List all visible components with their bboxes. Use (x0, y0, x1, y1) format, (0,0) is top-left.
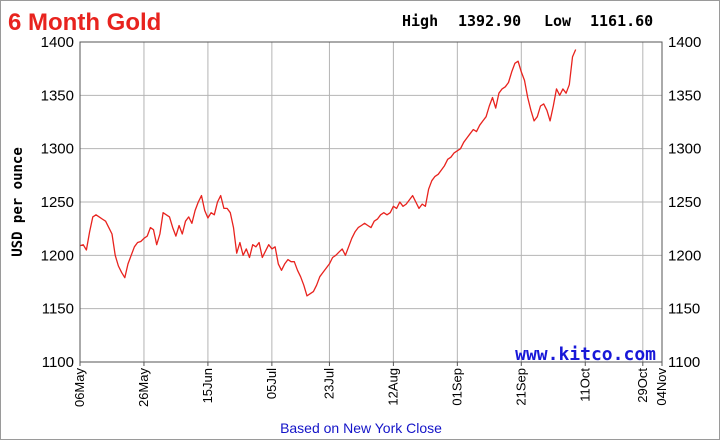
x-tick-label: 15Jun (200, 368, 215, 403)
y-tick-label-left: 1150 (42, 301, 74, 318)
y-axis-right: 1100 1150 1200 1250 1300 1350 1400 (668, 34, 701, 371)
x-tick-label: 21Sep (513, 368, 528, 406)
low-value: 1161.60 (590, 12, 653, 30)
plot-border (79, 41, 663, 363)
high-low-readout: High 1392.90 Low 1161.60 (402, 12, 653, 30)
chart-title: 6 Month Gold (8, 9, 161, 36)
x-tick-label: 11Oct (577, 368, 592, 402)
x-tick-label: 12Aug (385, 368, 400, 406)
y-tick-label-left: 1350 (41, 87, 74, 104)
y-tick-label-left: 1300 (41, 141, 74, 158)
y-axis-label: USD per ounce (10, 147, 26, 257)
footer-note: Based on New York Close (280, 420, 442, 436)
y-tick-label-right: 1300 (668, 141, 701, 158)
y-tick-label-right: 1350 (668, 87, 701, 104)
price-series-line (79, 49, 577, 297)
watermark: www.kitco.com (515, 344, 656, 365)
y-tick-label-right: 1400 (668, 34, 701, 51)
x-tick-label: 05Jul (264, 368, 279, 399)
x-tick-label: 06May (72, 368, 87, 408)
x-tick-label: 29Oct (635, 368, 650, 403)
y-tick-label-right: 1150 (668, 301, 700, 318)
x-tick-label: 04Nov (654, 368, 669, 406)
high-label: High (402, 12, 438, 30)
y-axis-left: 1100 1150 1200 1250 1300 1350 1400 (41, 34, 74, 371)
y-tick-label-left: 1200 (41, 247, 74, 264)
high-value: 1392.90 (458, 12, 521, 30)
y-tick-label-right: 1200 (668, 247, 701, 264)
y-tick-label-left: 1400 (41, 34, 74, 51)
x-tick-label: 23Jul (321, 368, 336, 399)
y-tick-label-right: 1100 (668, 354, 700, 371)
y-tick-label-left: 1100 (42, 354, 74, 371)
low-label: Low (544, 12, 572, 30)
x-axis: 06May 26May 15Jun 05Jul 23Jul 12Aug 01Sep 21Sep… (72, 362, 669, 407)
x-tick-label: 26May (136, 368, 151, 408)
y-tick-label-left: 1250 (41, 194, 74, 211)
y-tick-label-right: 1250 (668, 194, 701, 211)
x-tick-label: 01Sep (449, 368, 464, 406)
